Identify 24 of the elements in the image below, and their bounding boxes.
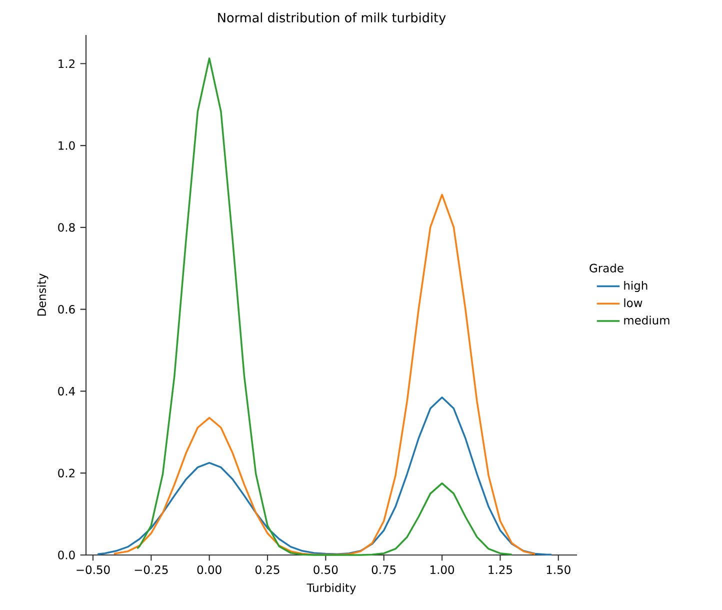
legend-title: Grade bbox=[590, 264, 624, 272]
x-tick-label: 1.50 bbox=[546, 565, 570, 574]
chart-title: Normal distribution of milk turbidity bbox=[218, 12, 446, 25]
y-tick-label: 0.0 bbox=[58, 550, 75, 560]
y-tick-label: 1.0 bbox=[58, 141, 75, 150]
y-tick-label: 0.4 bbox=[58, 386, 75, 396]
x-tick-label: 0.25 bbox=[255, 565, 280, 574]
y-tick-label: 0.8 bbox=[58, 223, 75, 232]
y-tick-label: 0.6 bbox=[58, 304, 75, 314]
legend-label: low bbox=[624, 298, 642, 308]
x-tick-label: −0.25 bbox=[134, 565, 168, 574]
x-tick-label: 1.25 bbox=[488, 565, 512, 574]
y-axis-title: Density bbox=[37, 274, 48, 316]
x-tick-label: −0.50 bbox=[76, 565, 110, 574]
legend-label: high bbox=[624, 280, 648, 292]
x-tick-label: 0.75 bbox=[372, 565, 396, 574]
legend-label: medium bbox=[624, 316, 670, 325]
line-series bbox=[96, 396, 552, 556]
x-tick-label: 0.00 bbox=[197, 565, 222, 574]
x-axis-title: Turbidity bbox=[306, 583, 356, 594]
y-tick-label: 1.2 bbox=[58, 59, 74, 68]
y-tick-label: 0.2 bbox=[58, 468, 74, 478]
x-tick-label: 1.00 bbox=[430, 565, 454, 574]
x-tick-label: 0.50 bbox=[314, 565, 338, 574]
